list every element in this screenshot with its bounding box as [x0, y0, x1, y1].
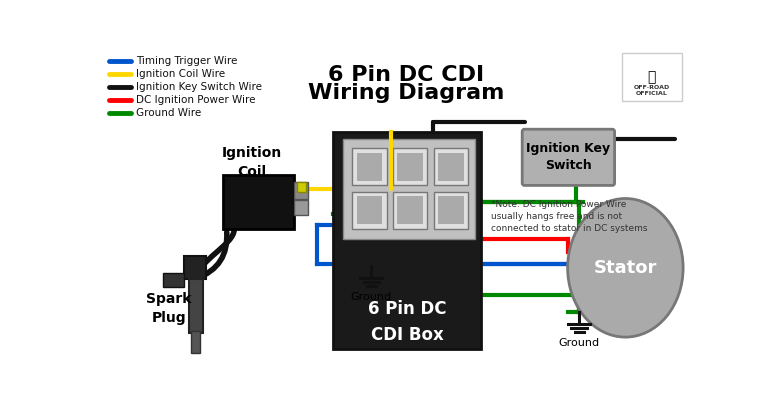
Bar: [294, 200, 308, 216]
Bar: [392, 148, 428, 185]
Text: Ground: Ground: [558, 338, 600, 348]
Bar: [392, 191, 428, 229]
Text: Ignition Coil Wire: Ignition Coil Wire: [137, 69, 226, 79]
Text: Ignition Key
Switch: Ignition Key Switch: [526, 142, 611, 172]
Text: Ground: Ground: [351, 292, 392, 302]
Bar: [294, 182, 308, 199]
Text: Stator: Stator: [594, 259, 657, 277]
Bar: [439, 196, 464, 224]
Text: OFF·ROAD
OFFICIAL: OFF·ROAD OFFICIAL: [634, 85, 670, 96]
Text: Ground Wire: Ground Wire: [137, 108, 202, 118]
Bar: [191, 331, 200, 353]
Bar: [398, 196, 423, 224]
Text: ⛰: ⛰: [647, 71, 656, 85]
Text: 6 Pin DC CDI: 6 Pin DC CDI: [328, 65, 484, 85]
Bar: [223, 175, 294, 229]
Text: Wiring Diagram: Wiring Diagram: [308, 83, 504, 103]
Text: Timing Trigger Wire: Timing Trigger Wire: [137, 56, 238, 66]
Bar: [621, 53, 681, 101]
FancyBboxPatch shape: [522, 129, 614, 185]
Bar: [439, 153, 464, 181]
Ellipse shape: [568, 199, 683, 337]
Bar: [184, 256, 206, 279]
Text: Ignition Key Switch Wire: Ignition Key Switch Wire: [137, 82, 263, 92]
Bar: [352, 148, 386, 185]
Text: *Note: DC Ignition Power Wire
usually hangs free and is not
connected to stator : *Note: DC Ignition Power Wire usually ha…: [491, 200, 647, 233]
Bar: [333, 131, 482, 349]
Bar: [189, 279, 203, 333]
Bar: [356, 153, 382, 181]
Text: 6 Pin DC
CDI Box: 6 Pin DC CDI Box: [368, 299, 446, 344]
Bar: [343, 139, 475, 239]
Bar: [356, 196, 382, 224]
Text: Spark
Plug: Spark Plug: [146, 293, 191, 325]
Bar: [352, 191, 386, 229]
Bar: [163, 273, 184, 287]
Bar: [434, 148, 468, 185]
Text: DC Ignition Power Wire: DC Ignition Power Wire: [137, 95, 256, 105]
Bar: [434, 191, 468, 229]
Bar: [398, 153, 423, 181]
Text: Ignition
Coil: Ignition Coil: [222, 146, 282, 179]
Bar: [296, 182, 306, 192]
